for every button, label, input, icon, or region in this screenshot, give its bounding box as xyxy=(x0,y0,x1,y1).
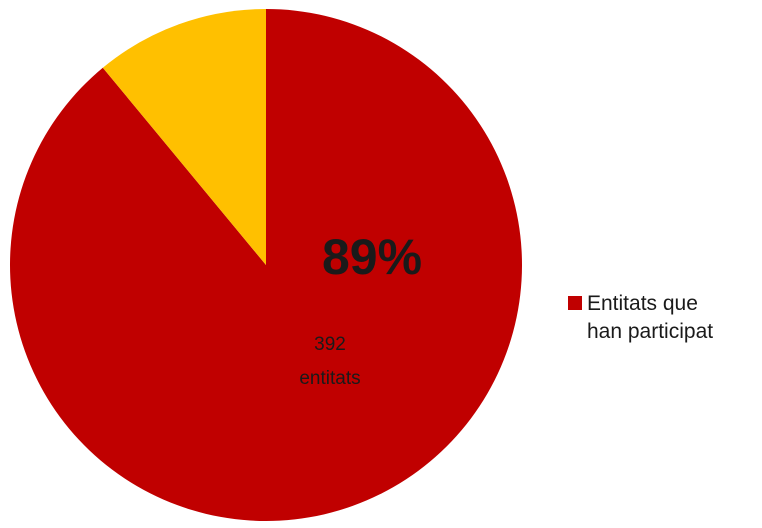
slice-percent-label: 89% xyxy=(322,229,422,285)
legend-swatch-entitats xyxy=(568,296,582,310)
slice-count-label-line1: 392 xyxy=(314,334,346,355)
pie-slices xyxy=(9,9,522,521)
legend-label-line2: han participat xyxy=(587,320,714,343)
legend: Entitats que han participat xyxy=(568,290,762,346)
legend-label-line1: Entitats que xyxy=(587,292,698,315)
pie-slice-1 xyxy=(102,9,266,265)
legend-label: Entitats que han participat xyxy=(587,290,762,346)
slice-count-label-line2: entitats xyxy=(299,368,360,389)
